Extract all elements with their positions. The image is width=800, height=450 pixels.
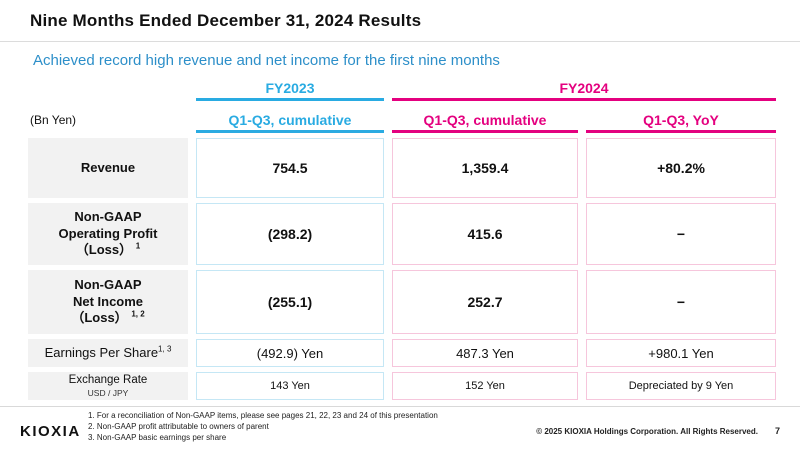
footnote-3: 3. Non-GAAP basic earnings per share [88,433,227,442]
cell-eps-fy2023: (492.9) Yen [196,339,384,367]
unit-label: (Bn Yen) [30,113,77,127]
footnote-2: 2. Non-GAAP profit attributable to owner… [88,422,269,431]
cell-net-income-fy2024: 252.7 [392,270,578,334]
title-divider [0,41,800,42]
cell-operating-profit-fy2023: (298.2) [196,203,384,265]
cell-eps-yoy: +980.1 Yen [586,339,776,367]
page-number: 7 [774,426,780,436]
row-label-line: Exchange Rate [68,373,148,386]
page-title: Nine Months Ended December 31, 2024 Resu… [30,11,422,30]
row-label-line: Non-GAAP [74,208,142,224]
footnote-ref: 1, 2 [131,310,145,320]
cell-operating-profit-yoy: − [586,203,776,265]
cell-net-income-fy2023: (255.1) [196,270,384,334]
group-header-fy2024: FY2024 [392,80,776,101]
key-message: Achieved record high revenue and net inc… [33,52,500,69]
row-label-line: Net Income [72,293,144,309]
group-header-spacer [28,82,188,101]
cell-revenue-fy2024: 1,359.4 [392,138,578,198]
column-header-fy2024-cumulative: Q1-Q3, cumulative [392,106,578,133]
footer-divider [0,406,800,407]
footnote-ref: 1 [135,242,141,252]
results-table: FY2023 FY2024 (Bn Yen) Q1-Q3, cumulative… [28,80,776,400]
row-label-eps: Earnings Per Share1, 3 [28,339,188,367]
row-label-line: Operating Profit [58,225,158,241]
footnote-1: 1. For a reconciliation of Non-GAAP item… [88,411,438,420]
row-label-line: （Loss） [71,310,128,326]
kioxia-logo: KIOXIA [20,423,81,440]
cell-exchange-rate-fy2024: 152 Yen [392,372,578,400]
footnote-ref: 1, 3 [158,344,172,354]
cell-operating-profit-fy2024: 415.6 [392,203,578,265]
row-label-operating-profit: Non-GAAP Operating Profit （Loss） 1 [28,203,188,265]
copyright-notice: © 2025 KIOXIA Holdings Corporation. All … [536,427,758,436]
row-label-line: （Loss） [75,242,133,258]
cell-revenue-yoy: +80.2% [586,138,776,198]
cell-eps-fy2024: 487.3 Yen [392,339,578,367]
row-label-revenue: Revenue [28,138,188,198]
row-label-line: Earnings Per Share [44,344,159,360]
cell-net-income-yoy: − [586,270,776,334]
cell-revenue-fy2023: 754.5 [196,138,384,198]
cell-exchange-rate-yoy: Depreciated by 9 Yen [586,372,776,400]
group-header-fy2023: FY2023 [196,80,384,101]
column-header-fy2023-cumulative: Q1-Q3, cumulative [196,106,384,133]
cell-exchange-rate-fy2023: 143 Yen [196,372,384,400]
row-label-line: Non-GAAP [74,276,142,292]
row-sublabel: USD / JPY [87,388,129,399]
footnotes: 1. For a reconciliation of Non-GAAP item… [88,410,438,443]
column-header-fy2024-yoy: Q1-Q3, YoY [586,106,776,133]
row-label-exchange-rate: Exchange Rate USD / JPY [28,372,188,400]
row-label-net-income: Non-GAAP Net Income （Loss） 1, 2 [28,270,188,334]
